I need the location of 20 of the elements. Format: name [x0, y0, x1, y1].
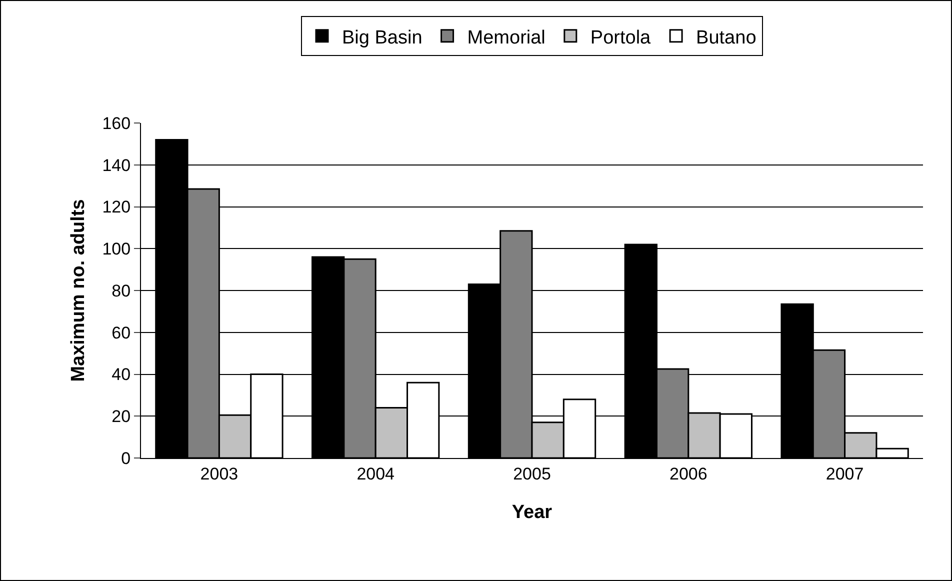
x-tick-label: 2007 — [826, 464, 864, 484]
x-axis-title: Year — [512, 502, 553, 524]
x-tick-label: 2005 — [513, 464, 551, 484]
legend-label: Big Basin — [342, 27, 422, 48]
legend-label: Portola — [590, 27, 652, 48]
y-tick-label: 60 — [112, 323, 131, 342]
y-tick-label: 140 — [102, 156, 131, 175]
y-tick-label: 40 — [112, 365, 131, 384]
legend-label: Memorial — [467, 27, 546, 48]
y-tick-label: 80 — [112, 281, 131, 300]
x-tick-label: 2004 — [356, 464, 395, 484]
y-tick-label: 120 — [102, 198, 131, 217]
x-tick-label: 2006 — [669, 464, 708, 484]
y-tick-label: 160 — [102, 114, 131, 133]
x-tick-label: 2003 — [200, 464, 238, 484]
y-tick-label: 20 — [112, 407, 131, 426]
y-axis-title: Maximum no. adults — [68, 199, 90, 382]
y-tick-label: 0 — [121, 448, 131, 468]
y-tick-label: 100 — [102, 240, 131, 259]
legend-label: Butano — [696, 27, 756, 48]
